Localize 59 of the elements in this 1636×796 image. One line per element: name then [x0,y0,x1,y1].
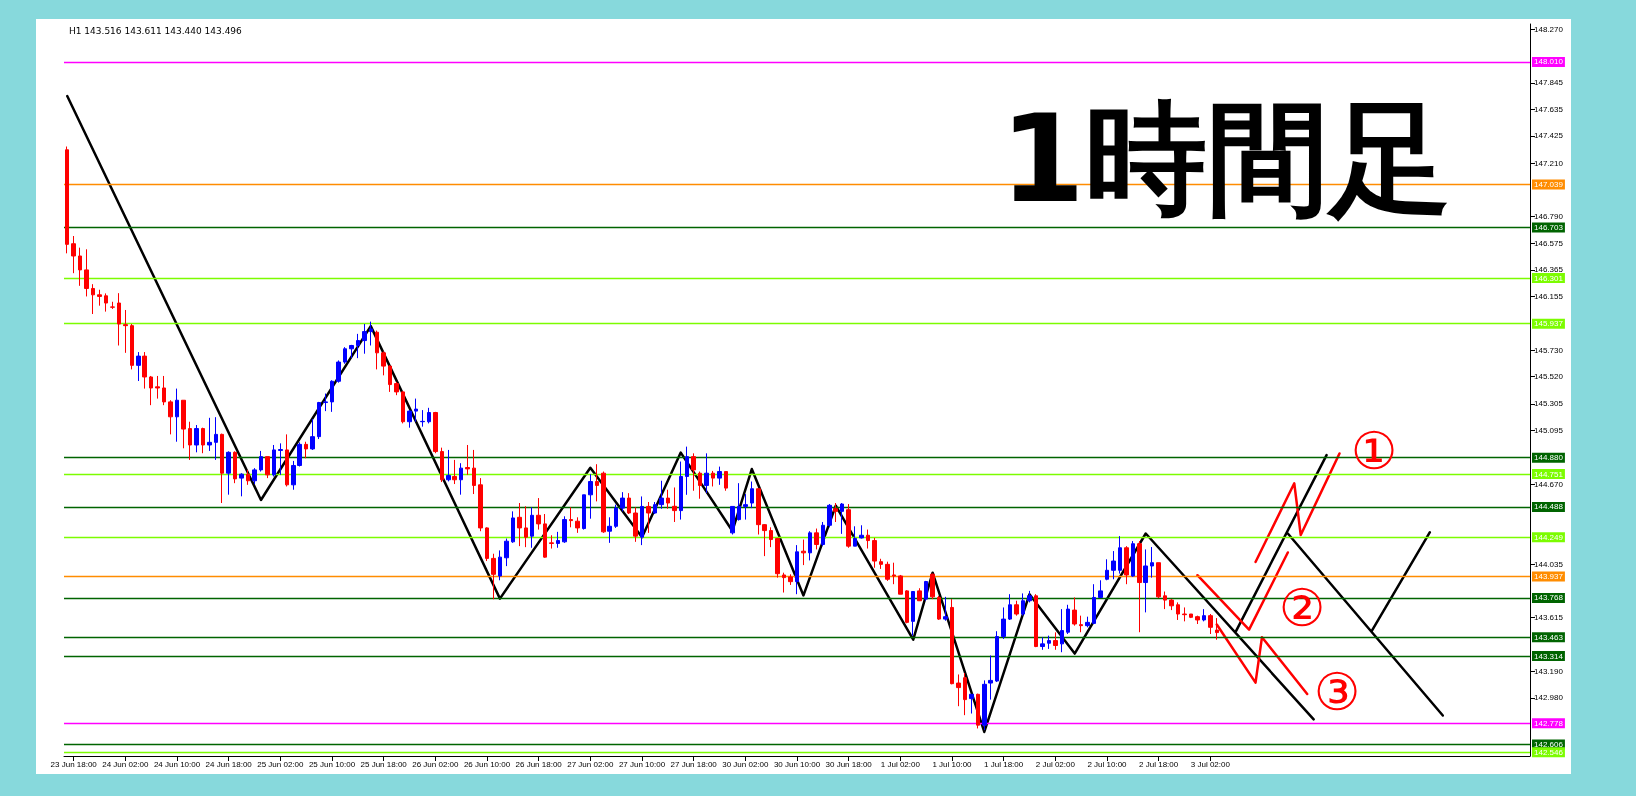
y-tick-label: 147.425 [1534,131,1564,141]
x-tick-label: 30 Jun 10:00 [773,759,821,769]
ref-line-label: 143.463 [1534,632,1564,642]
y-tick-label: 145.305 [1534,399,1564,409]
ref-line-label: 142.606 [1534,740,1564,750]
ref-line-label: 147.039 [1534,180,1564,190]
x-tick-label: 27 Jun 18:00 [670,759,718,769]
x-tick-label: 24 Jun 02:00 [102,759,150,769]
ref-line-label: 146.301 [1534,273,1564,283]
y-tick-label: 147.845 [1534,78,1564,88]
x-tick-label: 27 Jun 02:00 [567,759,615,769]
x-tick-label: 26 Jun 02:00 [412,759,460,769]
y-tick-label: 146.575 [1534,238,1564,248]
ref-line-label: 143.314 [1534,651,1564,661]
y-tick-label: 144.035 [1534,559,1564,569]
x-tick-label: 25 Jun 10:00 [308,759,356,769]
y-tick-label: 144.670 [1534,479,1564,489]
ref-line-label: 144.880 [1534,453,1564,463]
ref-line-label: 148.010 [1534,57,1564,67]
x-tick-label: 27 Jun 10:00 [618,759,666,769]
x-tick-label: 1 Jul 18:00 [984,759,1024,769]
x-tick-label: 24 Jun 18:00 [205,759,253,769]
x-tick-label: 3 Jul 02:00 [1190,759,1231,769]
x-tick-label: 2 Jul 10:00 [1087,759,1128,769]
ref-line-label: 144.751 [1534,469,1564,479]
ref-line-label: 142.778 [1534,718,1564,728]
x-tick-label: 26 Jun 18:00 [515,759,563,769]
y-tick-label: 146.790 [1534,211,1564,221]
ref-line-label: 144.249 [1534,532,1564,542]
y-tick-label: 142.980 [1534,693,1564,703]
x-tick-label: 24 Jun 10:00 [153,759,201,769]
ref-line-label: 144.488 [1534,502,1564,512]
x-tick-label: 2 Jul 02:00 [1035,759,1076,769]
y-tick-label: 147.210 [1534,158,1564,168]
y-tick-label: 143.190 [1534,666,1564,676]
ref-line-label: 143.768 [1534,593,1564,603]
x-tick-label: 30 Jun 02:00 [722,759,770,769]
x-tick-label: 30 Jun 18:00 [825,759,873,769]
chart-subtitle: H1 143.516 143.611 143.440 143.496 [69,26,242,36]
x-tick-label: 25 Jun 18:00 [360,759,408,769]
ref-line-label: 145.937 [1534,319,1564,329]
x-tick-label: 26 Jun 10:00 [463,759,511,769]
y-tick-label: 147.635 [1534,104,1564,114]
x-tick-label: 2 Jul 18:00 [1139,759,1179,769]
y-tick-label: 145.730 [1534,345,1564,355]
x-tick-label: 1 Jul 02:00 [880,759,921,769]
y-tick-label: 148.270 [1534,24,1564,34]
y-tick-label: 143.615 [1534,613,1564,623]
ref-line-label: 146.703 [1534,223,1564,233]
x-tick-label: 1 Jul 10:00 [932,759,973,769]
y-tick-label: 145.520 [1534,372,1564,382]
y-tick-label: 145.095 [1534,425,1564,435]
annotation: ③ [1313,662,1361,722]
ref-line-label: 143.937 [1534,571,1564,581]
y-tick-label: 146.155 [1534,291,1564,301]
x-tick-label: 23 Jun 18:00 [50,759,98,769]
y-tick-label: 146.365 [1534,265,1564,275]
x-tick-label: 25 Jun 02:00 [257,759,305,769]
ref-line-label: 142.546 [1534,747,1564,757]
